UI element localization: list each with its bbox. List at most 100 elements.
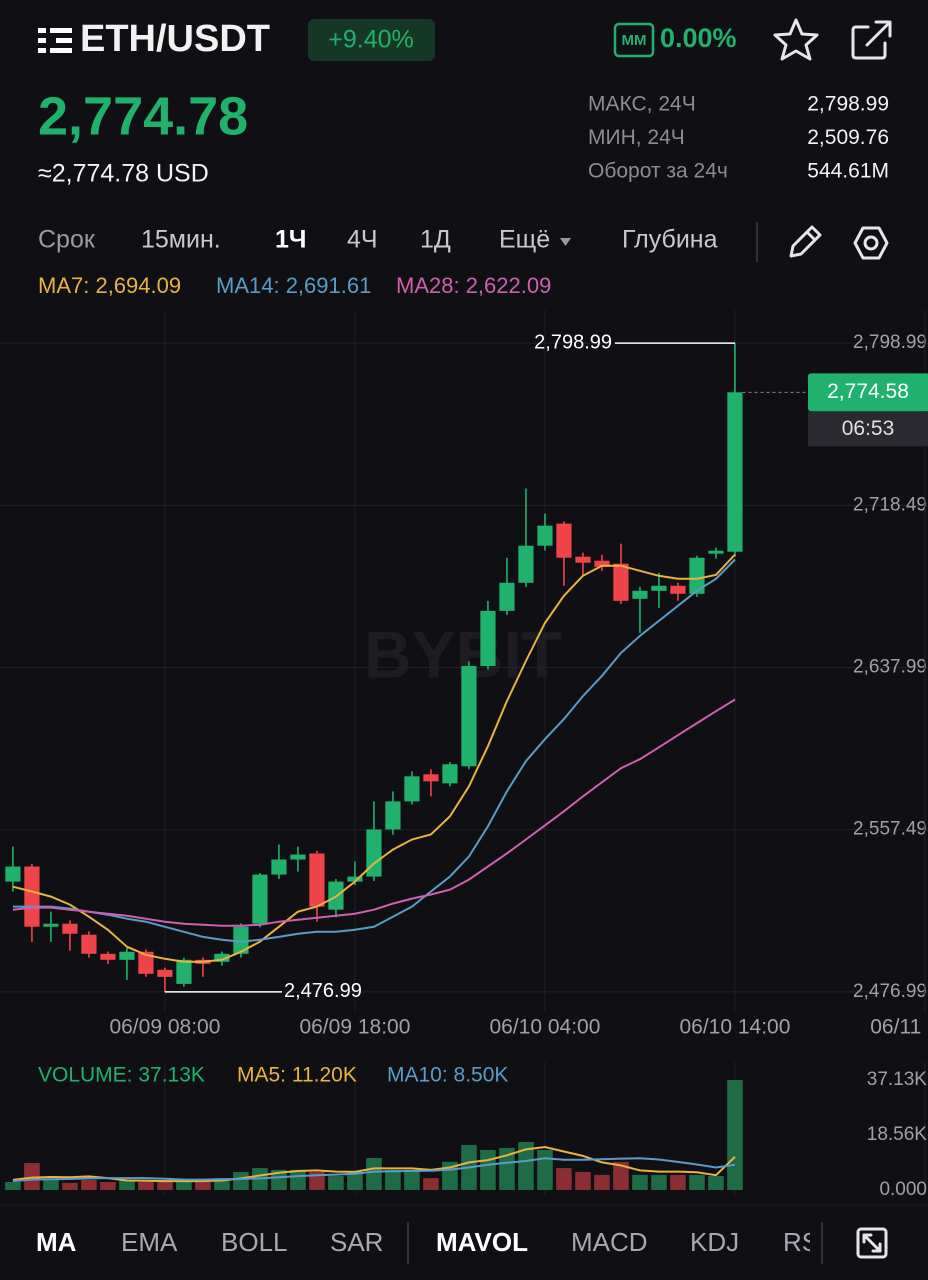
candle-body bbox=[176, 959, 192, 984]
ma-legend: MA7: 2,694.09 MA14: 2,691.61 MA28: 2,622.0… bbox=[38, 273, 551, 298]
share-icon[interactable] bbox=[851, 20, 892, 60]
y-tick-label: 18.56K bbox=[867, 1124, 928, 1145]
y-tick-label: 2,557.49 bbox=[853, 819, 927, 840]
candle-body bbox=[252, 874, 268, 924]
countdown: 06:53 bbox=[842, 417, 895, 440]
volume-bar bbox=[727, 1079, 743, 1190]
candle-body bbox=[632, 590, 648, 599]
timeframe-tab[interactable]: 4Ч bbox=[347, 226, 378, 254]
volume-bar bbox=[5, 1182, 21, 1190]
ma-line bbox=[12, 553, 736, 963]
candle-body bbox=[461, 666, 477, 767]
indicator-tab[interactable]: BOLL bbox=[221, 1227, 288, 1257]
mm-label: MM bbox=[622, 32, 647, 49]
candle-body bbox=[62, 923, 78, 934]
expand-icon[interactable] bbox=[856, 1227, 888, 1259]
change-text: +9.40% bbox=[328, 26, 414, 54]
y-tick-label: 2,798.99 bbox=[853, 332, 927, 353]
volume-bar bbox=[518, 1142, 534, 1190]
candle-body bbox=[708, 550, 724, 554]
timeframe-tab[interactable]: Ещё bbox=[499, 226, 550, 254]
volume-bar bbox=[651, 1174, 667, 1190]
x-tick-label: 06/10 04:00 bbox=[489, 1016, 600, 1039]
price-tag bbox=[808, 373, 928, 412]
ma-legend-item: MA14: 2,691.61 bbox=[216, 273, 371, 298]
volume-ma-line bbox=[12, 1145, 736, 1183]
depth-tab[interactable]: Глубина bbox=[622, 226, 718, 254]
stat-label: МИН, 24Ч bbox=[588, 126, 685, 149]
volume-bar bbox=[499, 1147, 515, 1190]
volume-bar bbox=[290, 1169, 306, 1190]
volume-legend-item: MA10: 8.50K bbox=[387, 1064, 508, 1087]
low-label: 2,476.99 bbox=[284, 980, 362, 1002]
indicator-tab[interactable]: KDJ bbox=[690, 1227, 739, 1257]
candle-body bbox=[5, 866, 21, 882]
candle-body bbox=[651, 585, 667, 591]
candle-body bbox=[43, 923, 59, 927]
volume-bar bbox=[271, 1169, 287, 1190]
mm-icon[interactable] bbox=[613, 22, 655, 58]
volume-bar bbox=[328, 1176, 344, 1190]
volume-bar bbox=[81, 1179, 97, 1190]
indicator-tab[interactable]: SAR bbox=[330, 1227, 383, 1257]
pair-title[interactable]: ETH/USDT bbox=[80, 18, 270, 60]
indicator-tab[interactable]: EMA bbox=[121, 1227, 178, 1257]
candle-body bbox=[233, 926, 249, 954]
candle-body bbox=[81, 934, 97, 954]
volume-bar bbox=[195, 1182, 211, 1190]
volume-bar bbox=[708, 1176, 724, 1190]
countdown-tag bbox=[808, 411, 928, 447]
indicator-tab[interactable]: RSI bbox=[783, 1227, 826, 1257]
high-label: 2,798.99 bbox=[534, 331, 612, 353]
candle-body bbox=[727, 392, 743, 552]
volume-bar bbox=[689, 1174, 705, 1190]
volume-bar bbox=[309, 1171, 325, 1190]
volume-bar bbox=[347, 1171, 363, 1190]
candle-body bbox=[518, 545, 534, 583]
volume-bar bbox=[176, 1179, 192, 1190]
x-tick-label: 06/09 08:00 bbox=[109, 1016, 220, 1039]
settings-icon[interactable] bbox=[853, 226, 889, 260]
timeframe-tab[interactable]: 1Д bbox=[420, 226, 451, 254]
last-price: 2,774.78 bbox=[38, 86, 248, 146]
indicator-tab[interactable]: MACD bbox=[571, 1227, 648, 1257]
volume-ma-line bbox=[12, 1157, 736, 1183]
volume-bar bbox=[366, 1158, 382, 1190]
timeframe-tab[interactable]: 15мин. bbox=[141, 226, 221, 254]
volume-bar bbox=[233, 1171, 249, 1190]
volume-chart: VOLUME: 37.13K MA5: 11.20K MA10: 8.50K 0.00… bbox=[5, 1064, 927, 1200]
timeframe-tab[interactable]: 1Ч bbox=[275, 226, 306, 254]
stat-value: 2,509.76 bbox=[807, 126, 889, 149]
volume-bar bbox=[480, 1150, 496, 1190]
volume-bar bbox=[385, 1169, 401, 1190]
volume-bar bbox=[214, 1178, 230, 1190]
ma-line bbox=[12, 558, 736, 943]
candle-body bbox=[613, 563, 629, 601]
x-tick-label: 06/11 00:00 bbox=[870, 1016, 928, 1039]
candle-body bbox=[214, 953, 230, 962]
menu-icon[interactable] bbox=[38, 28, 72, 53]
volume-bar bbox=[24, 1163, 40, 1190]
usd-price: ≈2,774.78 USD bbox=[38, 160, 209, 188]
favorite-icon[interactable] bbox=[773, 18, 819, 61]
volume-bar bbox=[575, 1171, 591, 1190]
draw-icon[interactable] bbox=[789, 225, 822, 258]
volume-legend-item: MA5: 11.20K bbox=[237, 1064, 357, 1087]
volume-legend-item: VOLUME: 37.13K bbox=[38, 1064, 205, 1087]
ma-legend-item: MA28: 2,622.09 bbox=[396, 273, 551, 298]
indicator-tab[interactable]: MA bbox=[36, 1227, 77, 1257]
candle-body bbox=[594, 560, 610, 567]
volume-bar bbox=[670, 1174, 686, 1190]
more-arrow[interactable] bbox=[560, 238, 571, 246]
y-tick-label: 37.13K bbox=[867, 1069, 928, 1090]
candle-body bbox=[499, 582, 515, 611]
timeframe-tab: Срок bbox=[38, 226, 96, 254]
candle-body bbox=[556, 523, 572, 558]
x-tick-label: 06/10 14:00 bbox=[679, 1016, 790, 1039]
indicator-tab[interactable]: MAVOL bbox=[436, 1227, 528, 1257]
y-tick-label: 2,718.49 bbox=[853, 494, 927, 515]
volume-bar bbox=[556, 1168, 572, 1190]
candle-body bbox=[100, 953, 116, 960]
